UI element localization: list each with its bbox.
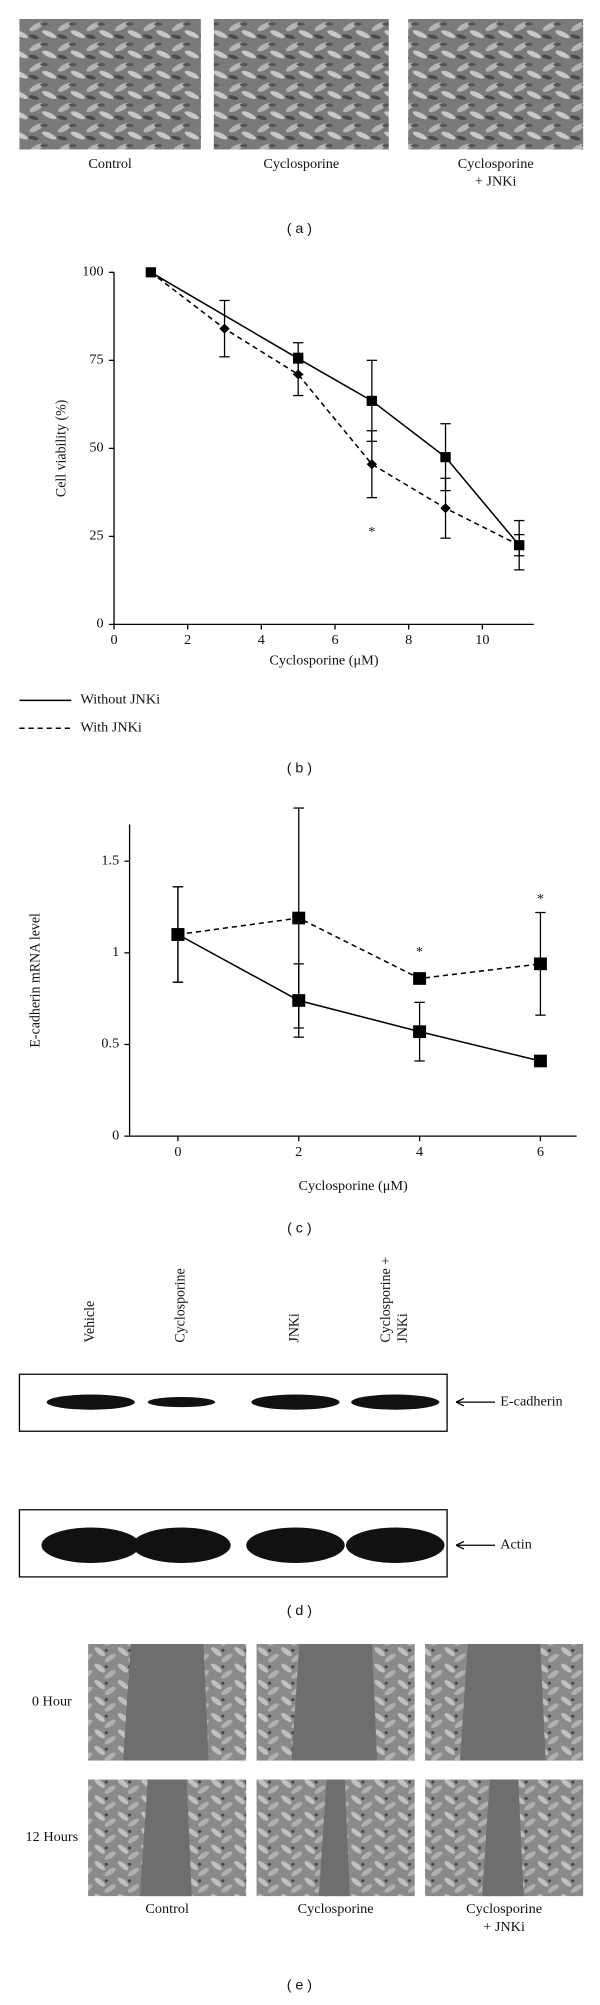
arrow-head [455, 1397, 465, 1407]
legend-label: With JNKi [80, 720, 142, 736]
marker [533, 1054, 547, 1068]
x-tick-label: 6 [537, 1144, 544, 1160]
blot-label: E-cadherin [500, 1393, 562, 1409]
marker [413, 1025, 427, 1038]
panel-label: ( c ) [287, 1219, 312, 1235]
arrow-head [455, 1540, 465, 1550]
image-caption: Cyclosporine [466, 1901, 542, 1917]
x-axis-label: Cyclosporine (μM) [298, 1178, 408, 1194]
y-axis-label: E-cadherin mRNA level [27, 913, 43, 1048]
blot-band [251, 1394, 340, 1410]
wound-gap [318, 1779, 350, 1897]
lane-label: JNKi [287, 1313, 303, 1342]
image-caption: Cyclosporine [263, 156, 339, 172]
image-caption: Control [88, 156, 132, 172]
lane-label: Cyclosporine [173, 1268, 189, 1342]
wound-gap [139, 1779, 192, 1897]
legend-label: Without JNKi [80, 692, 160, 708]
row-label: 12 Hours [26, 1829, 79, 1845]
lane-label: JNKi [395, 1313, 411, 1342]
data-line [177, 917, 541, 980]
marker [440, 452, 451, 463]
x-tick-label: 8 [405, 632, 412, 648]
y-tick-label: 50 [89, 440, 103, 456]
x-tick-label: 0 [110, 632, 117, 648]
significance-mark: * [368, 524, 375, 540]
image-caption: Control [145, 1901, 189, 1917]
marker [440, 503, 451, 514]
micrograph [19, 18, 201, 150]
marker [171, 928, 185, 941]
marker [292, 911, 306, 925]
micrograph [213, 18, 389, 150]
x-tick-label: 0 [174, 1144, 181, 1160]
micrograph [408, 18, 584, 150]
y-tick-label: 0.5 [101, 1036, 119, 1052]
x-tick-label: 2 [295, 1144, 302, 1160]
marker [219, 323, 230, 334]
wound-gap [291, 1644, 378, 1761]
blot-band [147, 1397, 216, 1408]
data-line [177, 933, 541, 1062]
data-line [150, 271, 520, 546]
lane-label: Vehicle [82, 1301, 98, 1343]
y-tick-label: 75 [89, 352, 103, 368]
y-tick-label: 25 [89, 528, 103, 544]
y-axis-label: Cell viability (%) [53, 399, 69, 497]
image-caption: Cyclosporine [458, 156, 534, 172]
wound-gap [123, 1644, 209, 1761]
blot-band [351, 1394, 440, 1410]
wound-gap [460, 1644, 546, 1761]
x-tick-label: 10 [475, 632, 489, 648]
image-caption: Cyclosporine [298, 1901, 374, 1917]
marker [293, 369, 304, 380]
x-tick-label: 4 [416, 1144, 423, 1160]
y-tick-label: 1 [112, 944, 119, 960]
x-axis-label: Cyclosporine (μM) [269, 652, 379, 668]
data-line [150, 271, 520, 546]
row-label: 0 Hour [32, 1694, 72, 1710]
panel-label: ( b ) [287, 760, 312, 776]
blot-band [346, 1527, 445, 1563]
blot-label: Actin [500, 1537, 532, 1553]
panel-label: ( e ) [287, 1977, 312, 1993]
marker [413, 972, 427, 985]
x-tick-label: 2 [184, 632, 191, 648]
marker [366, 395, 378, 406]
marker [366, 459, 378, 470]
y-tick-label: 0 [112, 1127, 119, 1143]
blot-band [46, 1394, 135, 1410]
image-caption: + JNKi [483, 1919, 525, 1935]
x-tick-label: 4 [258, 632, 265, 648]
lane-label: Cyclosporine + [378, 1257, 394, 1343]
x-tick-label: 6 [331, 632, 338, 648]
marker [533, 957, 547, 971]
image-caption: + JNKi [475, 174, 517, 190]
marker [145, 267, 157, 278]
blot-band [132, 1527, 231, 1563]
significance-mark: * [537, 891, 544, 907]
y-tick-label: 1.5 [101, 853, 119, 869]
blot-band [41, 1527, 140, 1563]
panel-label: ( a ) [287, 220, 312, 236]
blot-band [246, 1527, 345, 1563]
y-tick-label: 100 [82, 264, 103, 280]
figure-content: Control Cyclosporine Cyclosporine + JNKi ( a… [18, 18, 584, 1993]
wound-gap [482, 1779, 524, 1897]
significance-mark: * [416, 944, 423, 960]
y-tick-label: 0 [97, 616, 104, 632]
panel-label: ( d ) [287, 1602, 312, 1618]
